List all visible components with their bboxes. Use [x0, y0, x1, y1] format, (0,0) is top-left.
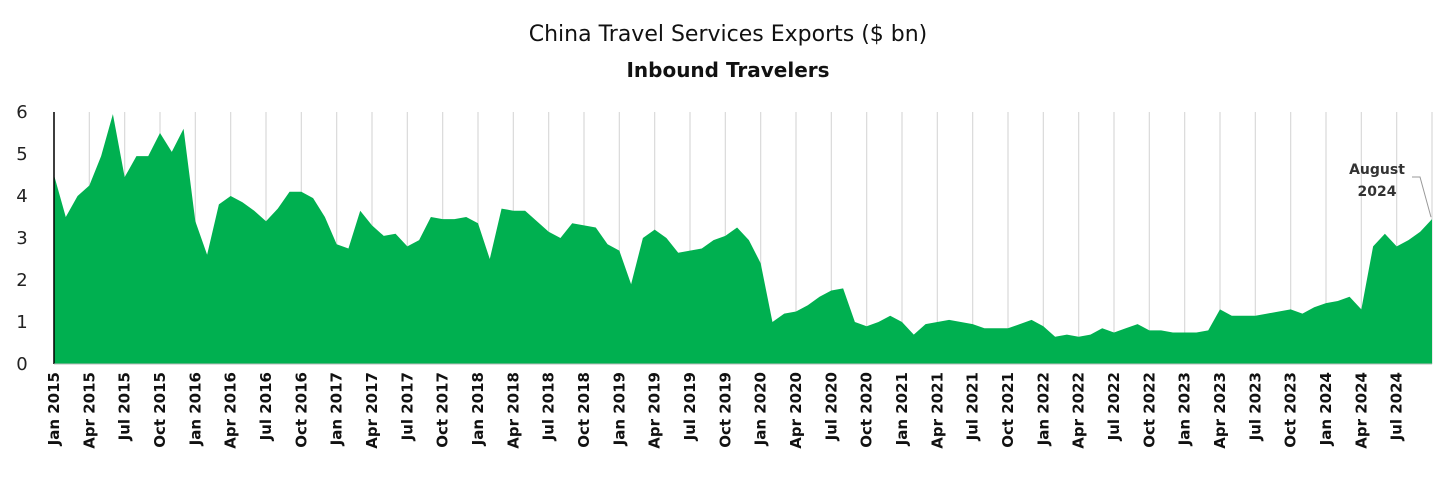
- x-tick-label: Oct 2019: [716, 372, 734, 448]
- x-tick-label: Apr 2019: [646, 372, 664, 449]
- x-tick-label: Jan 2023: [1176, 372, 1194, 446]
- x-axis-ticks: Jan 2015 Apr 2015 Jul 2015 Oct 2015 Jan 2016…: [45, 372, 1406, 449]
- x-tick-label: Apr 2020: [787, 372, 805, 449]
- y-tick-label: 6: [16, 102, 27, 123]
- x-tick-label: Oct 2017: [434, 372, 452, 448]
- x-tick-label: Oct 2016: [292, 372, 310, 448]
- y-tick-label: 3: [16, 228, 27, 249]
- y-tick-label: 5: [16, 144, 27, 165]
- x-tick-label: Jan 2017: [328, 372, 346, 446]
- chart-title: China Travel Services Exports ($ bn): [528, 22, 928, 47]
- x-tick-label: Apr 2017: [363, 372, 381, 449]
- x-tick-label: Oct 2020: [858, 372, 876, 448]
- x-tick-label: Jan 2024: [1317, 372, 1335, 446]
- x-tick-label: Jan 2018: [469, 372, 487, 446]
- x-tick-label: Jul 2020: [822, 372, 840, 441]
- x-tick-label: Jul 2022: [1105, 372, 1123, 441]
- annotation-leader-line: [1412, 176, 1432, 218]
- y-tick-label: 2: [16, 270, 27, 291]
- x-tick-label: Jan 2022: [1034, 372, 1052, 446]
- x-tick-label: Oct 2015: [151, 372, 169, 448]
- x-tick-label: Jul 2017: [398, 372, 416, 441]
- y-tick-label: 0: [16, 354, 27, 375]
- x-tick-label: Jan 2020: [752, 372, 770, 446]
- x-tick-label: Apr 2022: [1070, 372, 1088, 449]
- x-tick-label: Oct 2018: [575, 372, 593, 448]
- x-tick-label: Apr 2018: [504, 372, 522, 449]
- x-tick-label: Apr 2023: [1211, 372, 1229, 449]
- x-tick-label: Oct 2021: [999, 372, 1017, 448]
- y-tick-label: 4: [16, 186, 27, 207]
- x-tick-label: Jul 2018: [540, 372, 558, 441]
- x-tick-label: Jan 2016: [186, 372, 204, 446]
- annotation-label-line1: August: [1349, 162, 1405, 178]
- x-tick-label: Apr 2021: [928, 372, 946, 449]
- x-tick-label: Apr 2015: [80, 372, 98, 449]
- x-tick-label: Jul 2019: [681, 372, 699, 441]
- x-tick-label: Apr 2016: [222, 372, 240, 449]
- x-tick-label: Oct 2023: [1282, 372, 1300, 448]
- x-tick-label: Jan 2015: [45, 372, 63, 446]
- x-tick-label: Jan 2019: [610, 372, 628, 446]
- x-tick-label: Jul 2016: [257, 372, 275, 441]
- x-tick-label: Jul 2024: [1388, 372, 1406, 441]
- area-series: [54, 114, 1432, 364]
- annotation-label-line2: 2024: [1358, 184, 1397, 200]
- x-tick-label: Jul 2023: [1246, 372, 1264, 441]
- chart-subtitle: Inbound Travelers: [626, 58, 830, 82]
- x-tick-label: Jan 2021: [893, 372, 911, 446]
- y-tick-label: 1: [16, 312, 27, 333]
- x-tick-label: Jul 2021: [964, 372, 982, 441]
- x-tick-label: Oct 2022: [1140, 372, 1158, 448]
- x-tick-label: Jul 2015: [116, 372, 134, 441]
- y-axis-ticks: 0 1 2 3 4 5 6: [16, 102, 27, 375]
- x-tick-label: Apr 2024: [1352, 372, 1370, 449]
